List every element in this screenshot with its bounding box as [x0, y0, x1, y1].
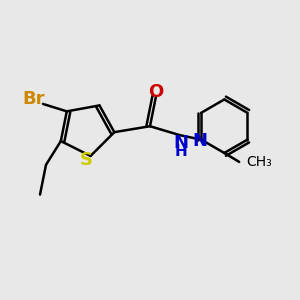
Text: S: S: [80, 152, 93, 169]
Text: H: H: [175, 144, 188, 159]
Text: CH₃: CH₃: [247, 155, 272, 169]
Text: N: N: [174, 134, 189, 152]
Text: Br: Br: [23, 91, 45, 109]
Text: N: N: [192, 132, 207, 150]
Text: O: O: [148, 83, 164, 101]
